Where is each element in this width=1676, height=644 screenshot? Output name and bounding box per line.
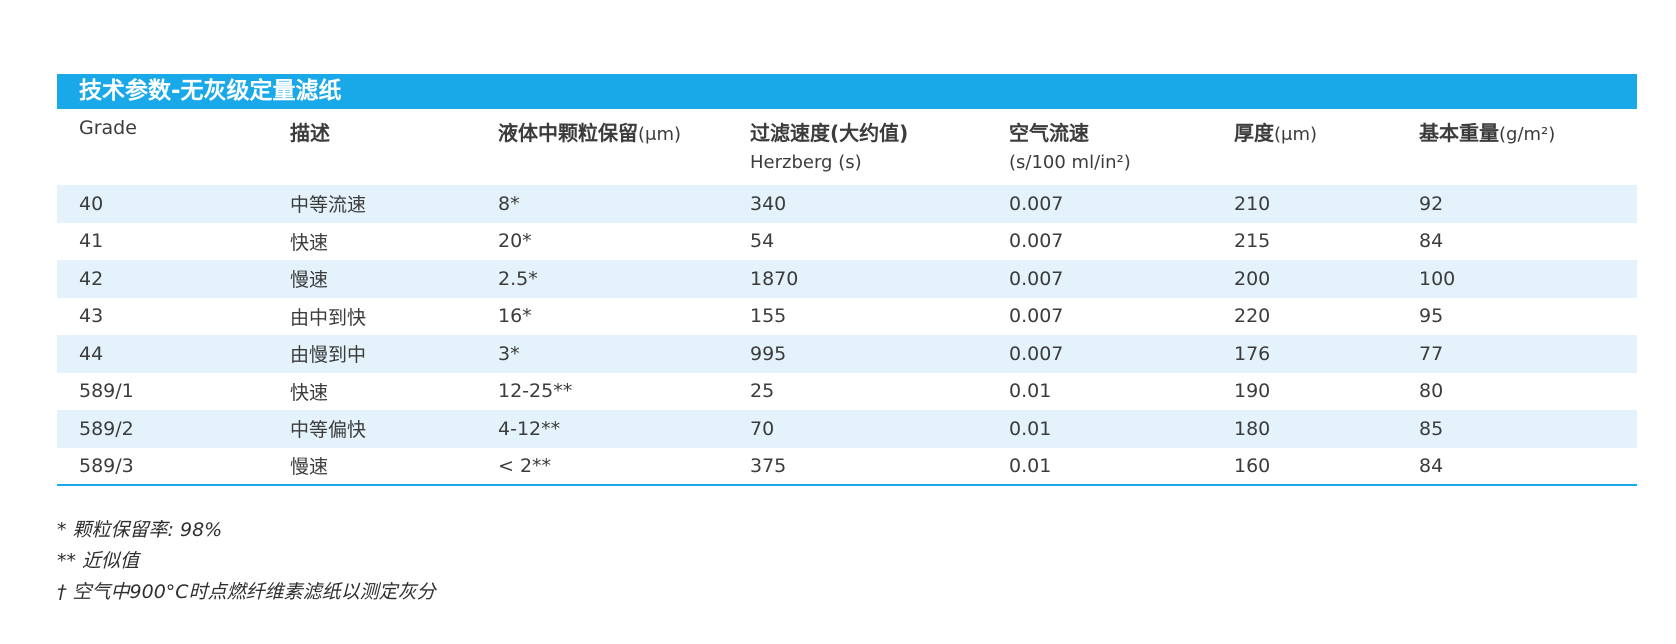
cell-basis-weight: 100: [1397, 260, 1637, 298]
cell-air-flow: 0.01: [987, 410, 1212, 448]
header-particle-retention-unit: (μm): [638, 124, 682, 145]
cell-thickness: 200: [1212, 260, 1397, 298]
cell-air-flow: 0.01: [1009, 380, 1052, 403]
cell-filtration-speed: 70: [728, 410, 987, 448]
header-particle-retention: 液体中颗粒保留(μm): [476, 109, 728, 185]
cell-basis-weight: 77: [1397, 335, 1637, 373]
cell-air-flow: 0.01: [987, 447, 1212, 486]
header-particle-retention-label: 液体中颗粒保留: [498, 121, 638, 145]
header-basis-weight: 基本重量(g/m²): [1397, 109, 1637, 185]
header-description-label: 描述: [290, 121, 330, 145]
cell-basis-weight: 92: [1397, 185, 1637, 223]
cell-basis-weight: 95: [1419, 305, 1444, 328]
footnote-retention: * 颗粒保留率: 98%: [57, 519, 223, 541]
cell-air-flow: 0.007: [987, 185, 1212, 223]
cell-filtration-speed: 340: [728, 185, 987, 223]
header-basis-weight-label: 基本重量: [1419, 121, 1499, 145]
cell-air-flow: 0.007: [1009, 230, 1064, 253]
footnotes: * 颗粒保留率: 98% ** 近似值 † 空气中900°C时点燃纤维素滤纸以测…: [57, 515, 436, 608]
cell-particle-retention: 2.5*: [476, 260, 728, 298]
cell-grade: 589/2: [57, 410, 268, 448]
header-filtration-speed-sub: Herzberg (s): [750, 152, 862, 173]
cell-grade: 42: [57, 260, 268, 298]
cell-grade: 43: [79, 305, 104, 328]
cell-description: 慢速: [268, 447, 476, 486]
footnote-ash: † 空气中900°C时点燃纤维素滤纸以测定灰分: [57, 581, 436, 603]
cell-filtration-speed: 995: [728, 335, 987, 373]
cell-filtration-speed: 375: [728, 447, 987, 486]
cell-thickness: 180: [1212, 410, 1397, 448]
cell-description: 由慢到中: [268, 335, 476, 373]
header-air-flow: 空气流速 (s/100 ml/in²): [987, 109, 1212, 185]
cell-particle-retention: 16*: [498, 305, 532, 328]
cell-filtration-speed: 25: [750, 380, 775, 403]
header-grade: Grade: [57, 109, 268, 185]
table-title: 技术参数-无灰级定量滤纸: [57, 74, 1637, 109]
cell-basis-weight: 80: [1419, 380, 1444, 403]
header-row: Grade 描述 液体中颗粒保留(μm) 过滤速度(大约值) Herzberg …: [57, 109, 1637, 185]
cell-grade: 589/3: [57, 447, 268, 486]
header-filtration-speed: 过滤速度(大约值) Herzberg (s): [728, 109, 987, 185]
cell-filtration-speed: 1870: [728, 260, 987, 298]
header-basis-weight-unit: (g/m²): [1499, 124, 1556, 145]
spec-table: Grade 描述 液体中颗粒保留(μm) 过滤速度(大约值) Herzberg …: [57, 109, 1637, 486]
cell-air-flow: 0.007: [987, 260, 1212, 298]
cell-description: 慢速: [268, 260, 476, 298]
cell-thickness: 190: [1234, 380, 1271, 403]
cell-basis-weight: 84: [1419, 230, 1444, 253]
cell-particle-retention: 12-25**: [498, 380, 573, 403]
cell-filtration-speed: 155: [750, 305, 787, 328]
cell-thickness: 210: [1212, 185, 1397, 223]
header-grade-label: Grade: [79, 117, 137, 139]
header-thickness-label: 厚度: [1234, 121, 1274, 145]
table-row: 40 中等流速 8* 340 0.007 210 92: [57, 185, 1637, 223]
cell-air-flow: 0.007: [987, 335, 1212, 373]
header-filtration-speed-label: 过滤速度(大约值): [750, 121, 909, 145]
header-thickness: 厚度(μm): [1212, 109, 1397, 185]
table-row: 589/3 慢速 < 2** 375 0.01 160 84: [57, 447, 1637, 486]
table-row: 589/2 中等偏快 4-12** 70 0.01 180 85: [57, 410, 1637, 448]
cell-grade: 41: [79, 230, 104, 253]
cell-grade: 44: [57, 335, 268, 373]
cell-basis-weight: 85: [1397, 410, 1637, 448]
cell-description: 快速: [290, 231, 329, 254]
header-thickness-unit: (μm): [1274, 124, 1318, 145]
cell-description: 中等流速: [268, 185, 476, 223]
cell-basis-weight: 84: [1397, 447, 1637, 486]
cell-filtration-speed: 54: [750, 230, 775, 253]
cell-particle-retention: < 2**: [476, 447, 728, 486]
cell-thickness: 160: [1212, 447, 1397, 486]
header-air-flow-label: 空气流速: [1009, 121, 1089, 145]
cell-thickness: 176: [1212, 335, 1397, 373]
table-row: 44 由慢到中 3* 995 0.007 176 77: [57, 335, 1637, 373]
table-row: 42 慢速 2.5* 1870 0.007 200 100: [57, 260, 1637, 298]
cell-description: 中等偏快: [268, 410, 476, 448]
cell-grade: 589/1: [79, 380, 134, 403]
table-row: 589/1 快速 12-25** 25 0.01 190 80: [57, 373, 1637, 411]
cell-particle-retention: 20*: [498, 230, 532, 253]
cell-thickness: 215: [1234, 230, 1271, 253]
cell-grade: 40: [57, 185, 268, 223]
cell-particle-retention: 4-12**: [476, 410, 728, 448]
footnote-approximate: ** 近似值: [57, 550, 140, 572]
table-row: 43 由中到快 16* 155 0.007 220 95: [57, 298, 1637, 336]
cell-description: 快速: [290, 381, 329, 404]
cell-air-flow: 0.007: [1009, 305, 1064, 328]
cell-description: 由中到快: [290, 306, 367, 329]
cell-particle-retention: 8*: [476, 185, 728, 223]
cell-thickness: 220: [1234, 305, 1271, 328]
header-air-flow-sub: (s/100 ml/in²): [1009, 152, 1131, 173]
table-row: 41 快速 20* 54 0.007 215 84: [57, 223, 1637, 261]
cell-particle-retention: 3*: [476, 335, 728, 373]
header-description: 描述: [268, 109, 476, 185]
